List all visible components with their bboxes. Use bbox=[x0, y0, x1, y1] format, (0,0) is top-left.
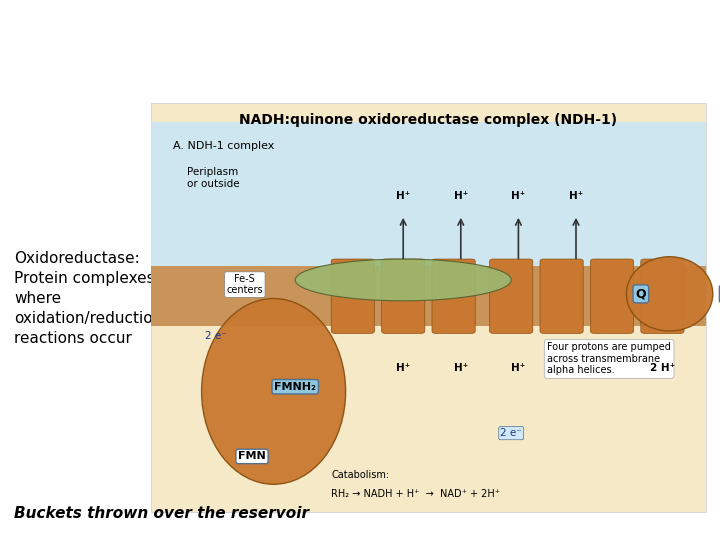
Text: H⁺: H⁺ bbox=[511, 191, 526, 201]
Text: Fe-S
centers: Fe-S centers bbox=[227, 274, 263, 295]
Text: H⁺: H⁺ bbox=[454, 363, 468, 373]
Text: 2 H⁺: 2 H⁺ bbox=[650, 363, 675, 373]
Text: Energy release from rxns fuels proton pumps: Energy release from rxns fuels proton pu… bbox=[7, 46, 577, 66]
Text: Oxidoreductase:
Protein complexes
where
oxidation/reduction
reactions occur: Oxidoreductase: Protein complexes where … bbox=[14, 252, 163, 346]
Text: FMN: FMN bbox=[238, 451, 266, 461]
FancyBboxPatch shape bbox=[590, 259, 634, 333]
Text: Buckets thrown over the reservoir: Buckets thrown over the reservoir bbox=[14, 507, 310, 522]
Text: NADH:quinone oxidoreductase complex (NDH-1): NADH:quinone oxidoreductase complex (NDH… bbox=[239, 113, 618, 127]
Text: H⁺: H⁺ bbox=[396, 191, 410, 201]
FancyBboxPatch shape bbox=[382, 259, 425, 333]
FancyBboxPatch shape bbox=[490, 259, 533, 333]
FancyBboxPatch shape bbox=[151, 122, 706, 271]
Text: H⁺: H⁺ bbox=[511, 363, 526, 373]
Text: 2 e⁻: 2 e⁻ bbox=[205, 330, 227, 341]
Text: H⁺: H⁺ bbox=[396, 363, 410, 373]
FancyBboxPatch shape bbox=[540, 259, 583, 333]
Text: 2 e⁻: 2 e⁻ bbox=[500, 428, 522, 438]
FancyBboxPatch shape bbox=[641, 259, 684, 333]
Text: Periplasm
or outside: Periplasm or outside bbox=[187, 167, 240, 188]
FancyBboxPatch shape bbox=[331, 259, 374, 333]
Ellipse shape bbox=[295, 259, 511, 301]
Text: A. NDH-1 complex: A. NDH-1 complex bbox=[173, 140, 274, 151]
Text: Q: Q bbox=[636, 287, 646, 300]
FancyBboxPatch shape bbox=[151, 104, 706, 512]
Text: H⁺: H⁺ bbox=[454, 191, 468, 201]
Ellipse shape bbox=[202, 299, 346, 484]
Text: FMNH₂: FMNH₂ bbox=[274, 382, 316, 392]
Text: Catabolism:: Catabolism: bbox=[331, 470, 390, 480]
FancyBboxPatch shape bbox=[432, 259, 475, 333]
Ellipse shape bbox=[626, 256, 713, 331]
Text: H⁺: H⁺ bbox=[569, 191, 583, 201]
Text: RH₂ → NADH + H⁺  →  NAD⁺ + 2H⁺: RH₂ → NADH + H⁺ → NAD⁺ + 2H⁺ bbox=[331, 489, 500, 498]
Text: Four protons are pumped
across transmembrane
alpha helices.: Four protons are pumped across transmemb… bbox=[547, 342, 671, 375]
Polygon shape bbox=[151, 266, 706, 326]
